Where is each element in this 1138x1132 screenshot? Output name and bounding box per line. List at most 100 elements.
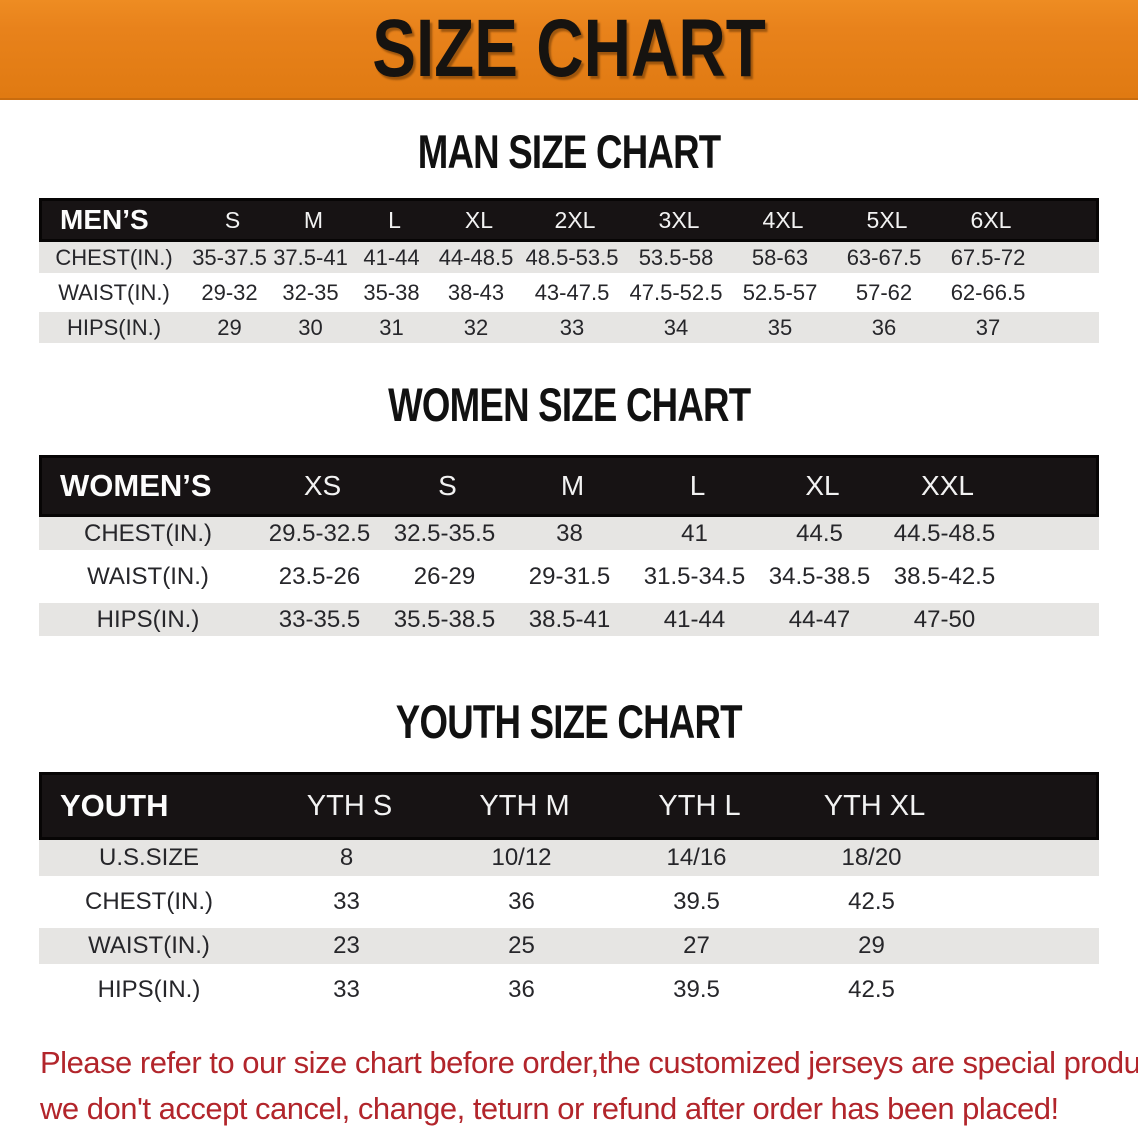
women-row-label-chest-in: CHEST(IN.)	[84, 519, 212, 547]
men-cell-waist-in-m: 32-35	[282, 279, 339, 305]
men-cell-waist-in-2xl: 43-47.5	[534, 279, 610, 305]
men-cell-chest-in-5xl: 63-67.5	[846, 244, 922, 270]
women-cell-hips-in-s: 35.5-38.5	[393, 605, 496, 633]
women-cell-hips-in-l: 41-44	[663, 605, 726, 633]
men-cell-waist-in-s: 29-32	[201, 279, 258, 305]
banner: SIZE CHART	[0, 0, 1138, 100]
men-row-label-waist-in: WAIST(IN.)	[58, 279, 170, 305]
disclaimer-line-1: Please refer to our size chart before or…	[40, 1045, 1138, 1080]
youth-row-label-chest-in: CHEST(IN.)	[85, 888, 213, 915]
women-table-body: CHEST(IN.) 29.5-32.5 32.5-35.5 38 41 44.5 44.5…	[39, 517, 1099, 636]
youth-row-u-s-size: U.S.SIZE 8 10/12 14/16 18/20	[39, 840, 1099, 876]
women-cell-chest-in-m: 38	[556, 519, 583, 547]
youth-cell-chest-in-yth-s: 33	[333, 888, 360, 915]
youth-size-col-yth-xl: YTH XL	[823, 789, 926, 822]
women-size-col-s: S	[438, 470, 457, 501]
men-row-label-hips-in: HIPS(IN.)	[66, 314, 162, 340]
disclaimer: Please refer to our size chart before or…	[40, 1040, 1138, 1132]
women-cell-hips-in-xs: 33-35.5	[278, 605, 361, 633]
youth-cell-u-s-size-yth-s: 8	[339, 844, 354, 871]
women-cell-chest-in-s: 32.5-35.5	[393, 519, 496, 547]
men-cell-hips-in-5xl: 36	[871, 314, 897, 340]
youth-cell-waist-in-yth-xl: 29	[858, 932, 885, 959]
youth-cell-hips-in-yth-m: 36	[508, 976, 535, 1003]
youth-row-label-hips-in: HIPS(IN.)	[97, 976, 201, 1003]
youth-size-chart-section: YOUTH SIZE CHART YOUTH YTH S YTH M YTH L YT…	[0, 698, 1138, 1008]
youth-cell-u-s-size-yth-m: 10/12	[491, 844, 552, 871]
men-cell-hips-in-xl: 32	[463, 314, 489, 340]
men-cell-hips-in-m: 30	[298, 314, 323, 340]
men-cell-chest-in-6xl: 67.5-72	[950, 244, 1026, 270]
women-row-label-waist-in: WAIST(IN.)	[87, 562, 209, 590]
men-cell-chest-in-3xl: 53.5-58	[638, 244, 714, 270]
men-size-col-3xl: 3XL	[658, 206, 700, 233]
men-size-col-4xl: 4XL	[762, 206, 804, 233]
youth-cell-hips-in-yth-s: 33	[333, 976, 360, 1003]
women-cell-chest-in-xxl: 44.5-48.5	[893, 519, 996, 547]
men-cell-chest-in-xl: 44-48.5	[438, 244, 514, 270]
women-chart-heading-row: WOMEN SIZE CHART	[0, 381, 1138, 429]
men-cell-waist-in-4xl: 52.5-57	[742, 279, 818, 305]
youth-row-label-u-s-size: U.S.SIZE	[98, 844, 200, 871]
men-size-col-s: S	[224, 206, 241, 233]
women-size-col-xl: XL	[805, 470, 840, 501]
youth-size-col-yth-m: YTH M	[479, 789, 570, 822]
women-cell-waist-in-xs: 23.5-26	[278, 562, 361, 590]
men-cell-hips-in-4xl: 35	[767, 314, 793, 340]
youth-row-label-waist-in: WAIST(IN.)	[88, 932, 210, 959]
youth-table-body: U.S.SIZE 8 10/12 14/16 18/20 CHEST(IN.) 33 36 39…	[39, 840, 1099, 1008]
youth-cell-chest-in-yth-l: 39.5	[673, 888, 720, 915]
men-cell-hips-in-s: 29	[217, 314, 242, 340]
men-chart-heading-row: MAN SIZE CHART	[0, 128, 1138, 176]
men-row-chest-in: CHEST(IN.) 35-37.5 37.5-41 41-44 44-48.5 48.5…	[39, 242, 1099, 273]
women-cell-chest-in-xl: 44.5	[796, 519, 843, 547]
men-cell-chest-in-s: 35-37.5	[192, 244, 267, 270]
men-row-waist-in: WAIST(IN.) 29-32 32-35 35-38 38-43 43-47.5 47.…	[39, 277, 1099, 308]
men-table-body: CHEST(IN.) 35-37.5 37.5-41 41-44 44-48.5 48.5…	[39, 242, 1099, 343]
women-cell-waist-in-l: 31.5-34.5	[643, 562, 746, 590]
men-cell-chest-in-m: 37.5-41	[273, 244, 348, 270]
men-corner-label: MEN’S	[60, 204, 149, 235]
women-size-col-m: M	[560, 470, 585, 501]
youth-cell-u-s-size-yth-xl: 18/20	[841, 844, 902, 871]
youth-cell-chest-in-yth-xl: 42.5	[848, 888, 895, 915]
men-cell-chest-in-2xl: 48.5-53.5	[525, 244, 619, 270]
men-cell-chest-in-l: 41-44	[363, 244, 420, 270]
men-size-table: MEN’S S M L XL 2XL 3XL 4XL 5XL 6XL CHEST(IN.) 35-…	[39, 198, 1099, 343]
men-cell-waist-in-3xl: 47.5-52.5	[629, 279, 723, 305]
women-row-label-hips-in: HIPS(IN.)	[96, 605, 200, 633]
youth-size-col-yth-l: YTH L	[658, 789, 741, 822]
youth-cell-chest-in-yth-m: 36	[508, 888, 535, 915]
women-cell-waist-in-s: 26-29	[413, 562, 476, 590]
men-row-hips-in: HIPS(IN.) 29 30 31 32 33 34 35 36 37	[39, 312, 1099, 343]
women-corner-label: WOMEN’S	[60, 468, 212, 503]
women-size-chart-section: WOMEN SIZE CHART WOMEN’S XS S M L XL XXL CHES…	[0, 381, 1138, 636]
men-size-col-l: L	[388, 206, 401, 233]
women-size-table: WOMEN’S XS S M L XL XXL CHEST(IN.) 29.5-32.5 32…	[39, 455, 1099, 636]
women-cell-hips-in-xl: 44-47	[788, 605, 851, 633]
women-chart-heading: WOMEN SIZE CHART	[387, 378, 751, 431]
men-cell-waist-in-5xl: 57-62	[855, 279, 913, 305]
women-size-col-l: L	[689, 470, 706, 501]
women-cell-chest-in-l: 41	[681, 519, 708, 547]
men-cell-hips-in-l: 31	[379, 314, 404, 340]
men-size-col-m: M	[303, 206, 324, 233]
youth-cell-waist-in-yth-m: 25	[508, 932, 535, 959]
men-size-col-6xl: 6XL	[970, 206, 1012, 233]
women-size-col-xs: XS	[303, 470, 342, 501]
youth-cell-u-s-size-yth-l: 14/16	[666, 844, 727, 871]
men-cell-hips-in-2xl: 33	[559, 314, 585, 340]
women-row-waist-in: WAIST(IN.) 23.5-26 26-29 29-31.5 31.5-34.5 34…	[39, 560, 1099, 593]
men-size-col-5xl: 5XL	[866, 206, 908, 233]
youth-chart-heading-row: YOUTH SIZE CHART	[0, 698, 1138, 746]
youth-corner-label: YOUTH	[60, 788, 169, 823]
men-cell-hips-in-6xl: 37	[975, 314, 1001, 340]
women-cell-waist-in-m: 29-31.5	[528, 562, 611, 590]
men-row-label-chest-in: CHEST(IN.)	[55, 244, 173, 270]
men-cell-waist-in-6xl: 62-66.5	[950, 279, 1026, 305]
women-row-chest-in: CHEST(IN.) 29.5-32.5 32.5-35.5 38 41 44.5 44.5…	[39, 517, 1099, 550]
youth-size-table: YOUTH YTH S YTH M YTH L YTH XL U.S.SIZE 8 10/…	[39, 772, 1099, 1008]
women-row-hips-in: HIPS(IN.) 33-35.5 35.5-38.5 38.5-41 41-44 44-…	[39, 603, 1099, 636]
women-cell-chest-in-xs: 29.5-32.5	[268, 519, 371, 547]
